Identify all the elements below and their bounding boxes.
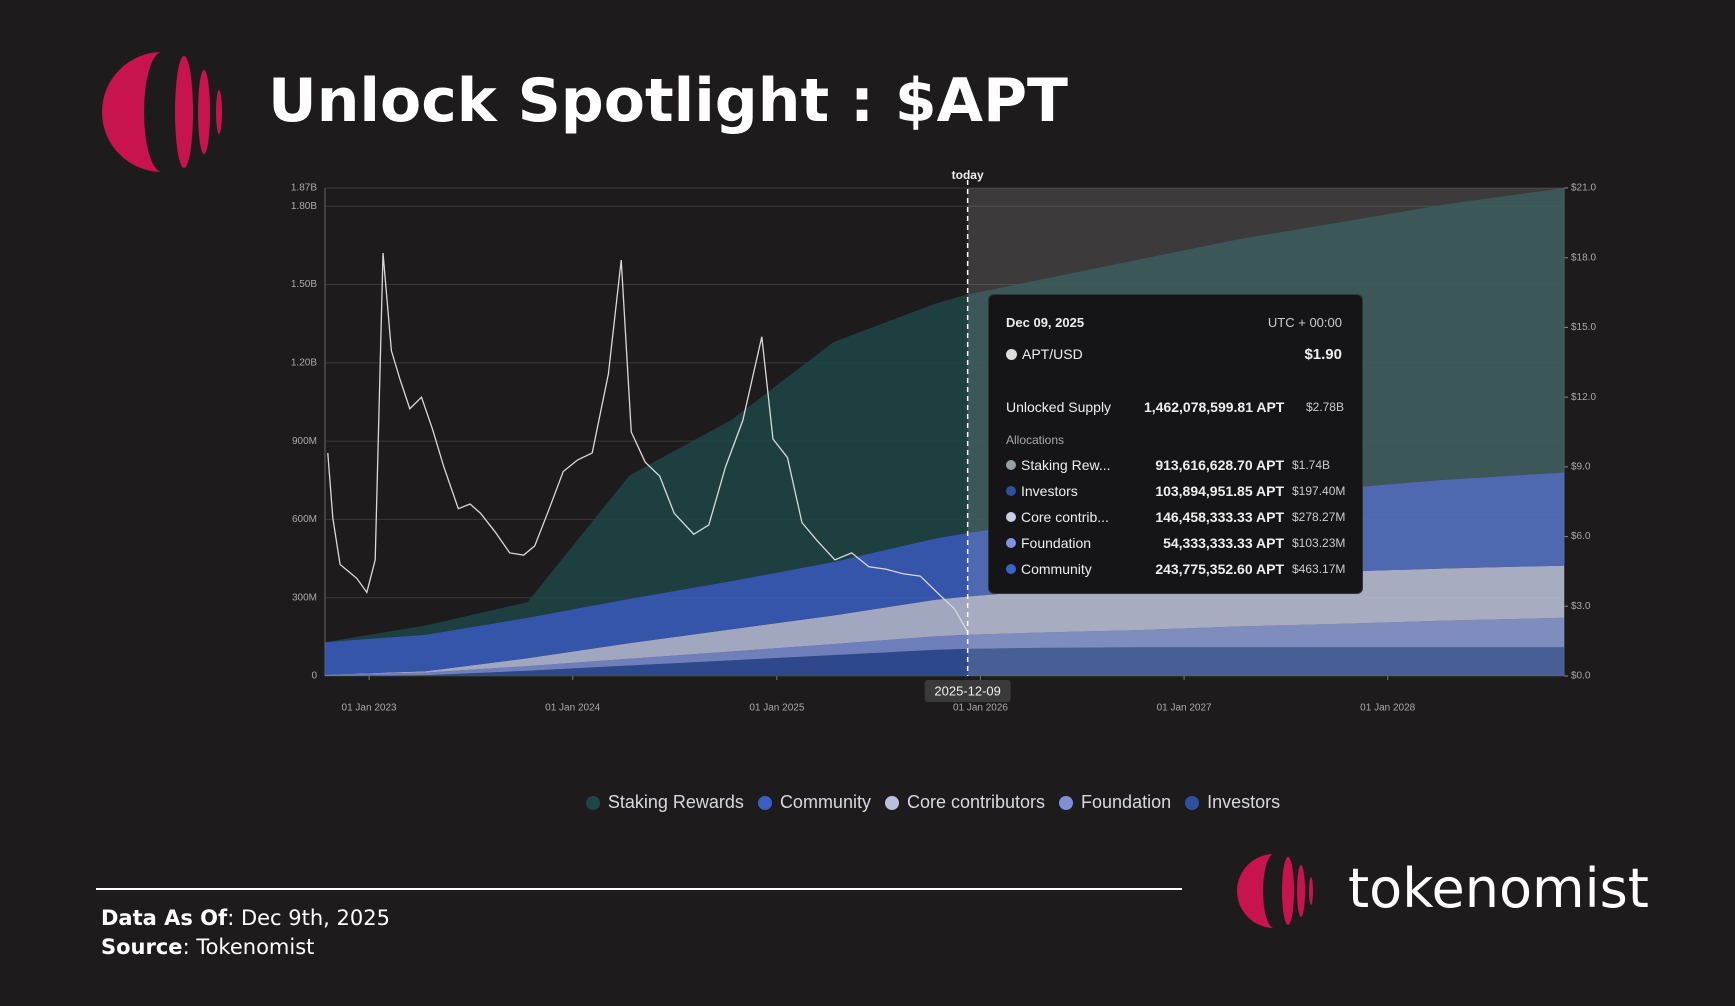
today-date-box bbox=[924, 680, 1011, 702]
tooltip-dot bbox=[1006, 460, 1016, 470]
x-tick-label: 01 Jan 2025 bbox=[749, 703, 804, 714]
tooltip-dot bbox=[1006, 486, 1016, 496]
legend-item: Foundation bbox=[1059, 792, 1171, 813]
legend-label: Core contributors bbox=[906, 792, 1046, 812]
y-tick-label: 600M bbox=[292, 514, 317, 525]
tooltip-date: Dec 09, 2025 bbox=[1006, 315, 1085, 330]
legend-item: Staking Rewards bbox=[585, 792, 744, 813]
tooltip-row-usd: $197.40M bbox=[1292, 484, 1346, 498]
tooltip-row-label: Core contrib... bbox=[1006, 509, 1109, 525]
as-of-value: : Dec 9th, 2025 bbox=[227, 906, 390, 930]
tooltip-row-name: Foundation bbox=[1021, 535, 1092, 551]
title: Unlock Spotlight : $APT bbox=[268, 66, 1068, 136]
y2-tick-label: $9.0 bbox=[1571, 461, 1591, 472]
tooltip-row-label: Community bbox=[1006, 561, 1092, 577]
tooltip-row-amount: 913,616,628.70 APT bbox=[1155, 457, 1284, 473]
legend-label: Community bbox=[779, 792, 871, 812]
tooltip-row-label: Foundation bbox=[1006, 535, 1091, 551]
legend-item: Core contributors bbox=[884, 792, 1046, 813]
tooltip-timezone: UTC + 00:00 bbox=[1267, 315, 1342, 330]
as-of: Data As Of: Dec 9th, 2025 bbox=[101, 906, 390, 930]
brand: tokenomist bbox=[1348, 857, 1649, 920]
tooltip-row-usd: $103.23M bbox=[1292, 536, 1346, 550]
tooltip-dot bbox=[1006, 538, 1016, 548]
x-tick-label: 01 Jan 2026 bbox=[953, 703, 1008, 714]
chart: 0 300M 600M 900M 1.20B 1.50B 1.80B 1.87B $0.0 $3.… bbox=[291, 168, 1597, 714]
tooltip-supply-label: Unlocked Supply bbox=[1006, 399, 1112, 415]
legend-swatch bbox=[757, 795, 772, 810]
tooltip-price-label: APT/USD bbox=[1022, 346, 1083, 362]
tooltip-row-name: Staking Rew... bbox=[1021, 457, 1111, 473]
legend-swatch bbox=[1185, 795, 1200, 810]
area bbox=[325, 647, 1564, 676]
tooltip-row-usd: $463.17M bbox=[1292, 562, 1346, 576]
tooltip-row-amount: 103,894,951.85 APT bbox=[1155, 483, 1284, 499]
y-tick-label: 1.20B bbox=[291, 357, 317, 368]
tooltip-row-amount: 54,333,333.33 APT bbox=[1163, 535, 1284, 551]
price-line bbox=[327, 253, 969, 633]
tooltip-row-name: Core contrib... bbox=[1021, 509, 1109, 525]
x-tick-label: 01 Jan 2027 bbox=[1157, 703, 1212, 714]
legend: Staking Rewards Community Core contributor… bbox=[0, 792, 1735, 813]
x-tick-label: 01 Jan 2028 bbox=[1360, 703, 1415, 714]
tooltip-row-amount: 146,458,333.33 APT bbox=[1155, 509, 1284, 525]
source-label: Source bbox=[101, 935, 183, 959]
tooltip-row-usd: $1.74B bbox=[1292, 458, 1331, 472]
tooltip-allocations: Allocations bbox=[1006, 433, 1065, 447]
tooltip-price: $1.90 bbox=[1304, 346, 1342, 363]
source: Source: Tokenomist bbox=[101, 935, 314, 959]
logo bbox=[102, 52, 222, 172]
y-tick-label: 900M bbox=[292, 436, 317, 447]
legend-item: Investors bbox=[1185, 792, 1280, 813]
y2-tick-label: $18.0 bbox=[1571, 252, 1596, 263]
brand-logo bbox=[1237, 854, 1313, 928]
legend-label: Foundation bbox=[1081, 792, 1172, 812]
x-tick-label: 01 Jan 2023 bbox=[342, 703, 397, 714]
y2-tick-label: $12.0 bbox=[1571, 392, 1596, 403]
as-of-label: Data As Of bbox=[101, 906, 228, 930]
tooltip-row-label: Staking Rew... bbox=[1006, 457, 1111, 473]
y-tick-label: 300M bbox=[292, 592, 317, 603]
tooltip: Dec 09, 2025 UTC + 00:00 APT/USD $1.90 U… bbox=[988, 294, 1363, 594]
source-value: : Tokenomist bbox=[182, 935, 315, 959]
legend-swatch bbox=[1059, 795, 1074, 810]
tooltip-row-name: Investors bbox=[1021, 483, 1078, 499]
tooltip-row-amount: 243,775,352.60 APT bbox=[1155, 561, 1284, 577]
legend-label: Investors bbox=[1207, 792, 1281, 812]
y-tick-label: 0 bbox=[311, 671, 317, 682]
tooltip-row-label: Investors bbox=[1006, 483, 1078, 499]
x-tick-label: 01 Jan 2024 bbox=[545, 703, 600, 714]
tooltip-supply: 1,462,078,599.81 APT bbox=[1144, 399, 1285, 415]
y2-tick-label: $3.0 bbox=[1571, 601, 1591, 612]
y-tick-label: 1.50B bbox=[291, 279, 317, 290]
tooltip-dot bbox=[1006, 512, 1016, 522]
legend-swatch bbox=[585, 795, 600, 810]
tooltip-price-row: APT/USD bbox=[1006, 346, 1083, 362]
divider bbox=[96, 888, 1182, 890]
today-label: today bbox=[952, 168, 984, 182]
tooltip-row-usd: $278.27M bbox=[1292, 510, 1346, 524]
today-date: 2025-12-09 bbox=[934, 683, 1001, 698]
legend-swatch bbox=[884, 795, 899, 810]
y2-tick-label: $15.0 bbox=[1571, 322, 1596, 333]
y-tick-label: 1.80B bbox=[291, 201, 317, 212]
y2-tick-label: $0.0 bbox=[1571, 671, 1591, 682]
y2-tick-label: $21.0 bbox=[1571, 183, 1596, 194]
legend-label: Staking Rewards bbox=[607, 792, 744, 812]
tooltip-supply-usd: $2.78B bbox=[1305, 400, 1344, 414]
tooltip-dot bbox=[1006, 564, 1016, 574]
y-tick-label: 1.87B bbox=[291, 183, 317, 194]
y2-tick-label: $6.0 bbox=[1571, 531, 1591, 542]
area bbox=[325, 617, 1564, 676]
legend-item: Community bbox=[757, 792, 871, 813]
tooltip-row-name: Community bbox=[1021, 561, 1092, 577]
